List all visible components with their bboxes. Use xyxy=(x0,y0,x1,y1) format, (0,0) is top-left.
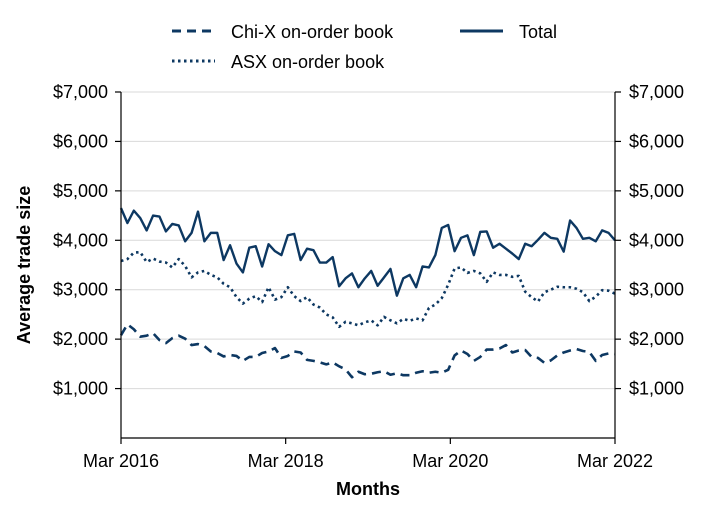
series-line-asx-on-order-book xyxy=(120,250,616,329)
left-y-tick-label: $6,000 xyxy=(53,131,108,151)
legend-label-asx: ASX on-order book xyxy=(231,52,385,72)
right-y-tick-label: $4,000 xyxy=(629,230,684,250)
x-ticks: Mar 2016 Mar 2018 Mar 2020 Mar 2022 xyxy=(83,438,653,471)
series-line-total xyxy=(119,207,616,297)
left-y-tick-label: $4,000 xyxy=(53,230,108,250)
legend-item-chi-x: Chi-X on-order book xyxy=(172,22,394,42)
left-y-tick-label: $3,000 xyxy=(53,280,108,300)
left-y-tick-label: $1,000 xyxy=(53,379,108,399)
y-axis-title: Average trade size xyxy=(14,186,34,344)
axes xyxy=(120,92,616,439)
left-y-tick-label: $7,000 xyxy=(53,82,108,102)
right-y-tick-label: $5,000 xyxy=(629,181,684,201)
left-y-tick-label: $2,000 xyxy=(53,329,108,349)
legend-item-total: Total xyxy=(460,22,557,42)
legend-label-total: Total xyxy=(519,22,557,42)
x-tick-label: Mar 2022 xyxy=(577,451,653,471)
x-tick-label: Mar 2016 xyxy=(83,451,159,471)
x-tick-label: Mar 2020 xyxy=(412,451,488,471)
right-y-ticks: $1,000 $2,000 $3,000 $4,000 $5,000 $6,000 $7,0… xyxy=(615,82,684,399)
legend-label-chi-x: Chi-X on-order book xyxy=(231,22,394,42)
right-y-tick-label: $6,000 xyxy=(629,131,684,151)
left-y-ticks: $1,000 $2,000 $3,000 $4,000 $5,000 $6,000 $7,0… xyxy=(53,82,121,399)
x-tick-label: Mar 2018 xyxy=(248,451,324,471)
right-y-tick-label: $1,000 xyxy=(629,379,684,399)
series-line-chi-x-on-order-book xyxy=(119,323,616,379)
x-axis-title: Months xyxy=(336,479,400,499)
right-y-tick-label: $3,000 xyxy=(629,280,684,300)
right-y-tick-label: $7,000 xyxy=(629,82,684,102)
left-y-tick-label: $5,000 xyxy=(53,181,108,201)
legend: Chi-X on-order book ASX on-order book To… xyxy=(172,22,557,72)
series-lines xyxy=(119,207,616,379)
legend-item-asx: ASX on-order book xyxy=(172,52,385,72)
right-y-tick-label: $2,000 xyxy=(629,329,684,349)
